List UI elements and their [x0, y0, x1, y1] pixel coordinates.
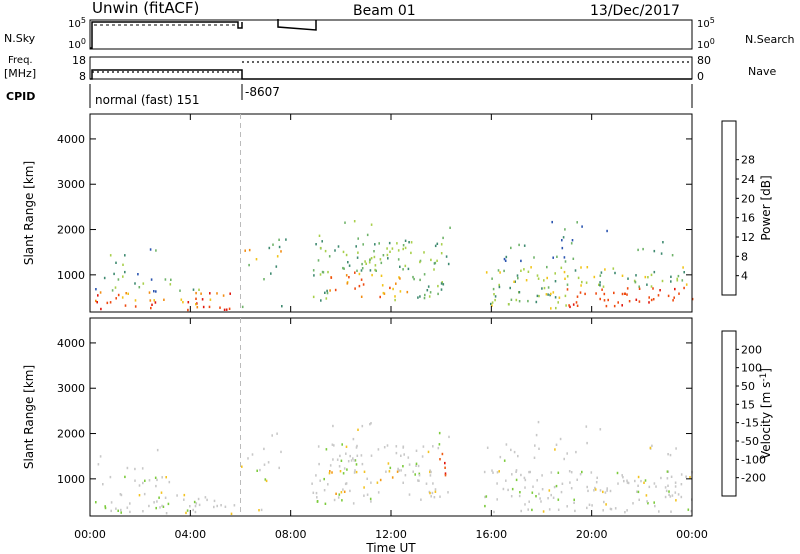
- freq-label-line1: Freq.: [8, 55, 33, 66]
- power-colorbar-tick: 20: [741, 192, 755, 205]
- power-colorbar-label: Power [dB]: [759, 175, 773, 240]
- freq-trace: [90, 69, 692, 80]
- velocity-ytick-3000: 3000: [57, 382, 85, 395]
- velocity-frame: [89, 317, 693, 517]
- freq-tick-bottom: 8: [79, 70, 86, 83]
- x-tick-label: 00:00: [74, 528, 106, 541]
- nsky-tick-top: 105: [68, 16, 86, 30]
- cpid-panel: normal (fast) 151 -8607: [89, 84, 693, 108]
- nave-tick-top: 80: [697, 54, 711, 67]
- nsky-tick-bottom: 100: [68, 37, 86, 51]
- nsky-trace: [90, 19, 317, 49]
- x-tick-label: 12:00: [375, 528, 407, 541]
- date-title: 13/Dec/2017: [590, 3, 680, 19]
- x-axis-ticks: 00:00 04:00 08:00 12:00 16:00 20:00 00:00: [74, 528, 708, 541]
- freq-panel: 18 8 80 0: [72, 54, 711, 83]
- nsearch-label: N.Search: [745, 33, 795, 46]
- velocity-ylabel: Slant Range [km]: [22, 365, 36, 469]
- x-tick-label: 20:00: [576, 528, 608, 541]
- power-ytick-2000: 2000: [57, 224, 85, 237]
- nsky-label: N.Sky: [4, 32, 36, 45]
- nave-label: Nave: [748, 65, 777, 78]
- x-tick-label: 00:00: [676, 528, 708, 541]
- power-echoes: [95, 220, 694, 312]
- power-colorbar-tick: 4: [741, 270, 748, 283]
- velocity-colorbar-tick: 200: [741, 343, 762, 356]
- power-panel: 1000 2000 3000 4000 Slant Range [km]: [22, 113, 694, 313]
- power-ytick-3000: 3000: [57, 178, 85, 191]
- velocity-colorbar-tick: 50: [741, 380, 755, 393]
- freq-tick-top: 18: [72, 54, 86, 67]
- velocity-colorbar-tick: -200: [741, 472, 766, 485]
- beam-title: Beam 01: [353, 3, 416, 19]
- station-title: Unwin (fitACF): [92, 0, 200, 17]
- velocity-colorbar-tick: -100: [741, 453, 766, 466]
- power-ylabel: Slant Range [km]: [22, 161, 36, 265]
- nsearch-tick-bottom: 100: [697, 37, 715, 51]
- power-ytick-4000: 4000: [57, 133, 85, 146]
- velocity-panel: 1000 2000 3000 4000 Slant Range [km]: [22, 317, 693, 517]
- velocity-colorbar-tick: -15: [741, 417, 759, 430]
- power-colorbar-tick: 24: [741, 173, 755, 186]
- nave-tick-bottom: 0: [697, 70, 704, 83]
- freq-label-line2: [MHz]: [4, 67, 37, 80]
- velocity-ytick-4000: 4000: [57, 337, 85, 350]
- velocity-colorbar-label: Velocity [m s-1]: [759, 368, 773, 459]
- velocity-colorbar: 200 100 50 15 -15 -50 -100 -200 Velocity [m s-1]: [721, 330, 773, 497]
- velocity-colorbar-tick: 15: [741, 398, 755, 411]
- power-colorbar-tick: 28: [741, 154, 755, 167]
- velocity-ytick-2000: 2000: [57, 428, 85, 441]
- x-tick-label: 04:00: [174, 528, 206, 541]
- x-tick-label: 08:00: [275, 528, 307, 541]
- power-ytick-1000: 1000: [57, 269, 85, 282]
- power-colorbar: 4 8 12 16 20 24 28 Power [dB]: [721, 120, 773, 296]
- cpid-segment-1: normal (fast) 151: [95, 93, 199, 107]
- velocity-echoes: [95, 420, 693, 515]
- power-colorbar-tick: 8: [741, 250, 748, 263]
- power-colorbar-tick: 12: [741, 231, 755, 244]
- velocity-colorbar-tick: -50: [741, 435, 759, 448]
- power-frame: [89, 113, 693, 313]
- power-colorbar-tick: 16: [741, 212, 755, 225]
- cpid-label: CPID: [6, 90, 36, 103]
- nsky-panel: 105 100 105 100: [68, 16, 715, 51]
- velocity-ytick-1000: 1000: [57, 473, 85, 486]
- x-tick-label: 16:00: [475, 528, 507, 541]
- nsearch-tick-top: 105: [697, 16, 715, 30]
- x-axis-label: Time UT: [365, 541, 416, 554]
- cpid-segment-2: -8607: [245, 85, 280, 99]
- velocity-colorbar-tick: 100: [741, 362, 762, 375]
